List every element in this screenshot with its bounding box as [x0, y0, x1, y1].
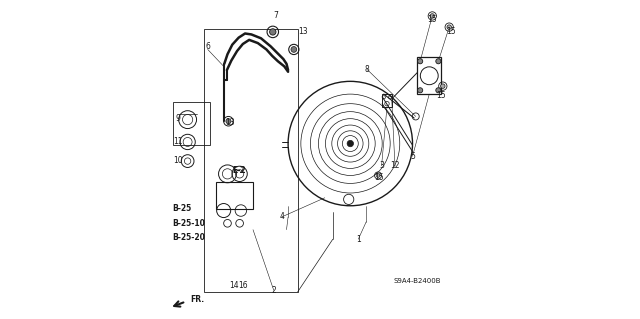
Text: 6: 6 [205, 42, 210, 51]
Text: 7: 7 [273, 11, 278, 20]
Text: 12: 12 [390, 161, 400, 170]
Text: 15: 15 [446, 27, 456, 36]
Text: 4: 4 [279, 212, 284, 221]
Text: E-2: E-2 [232, 166, 244, 175]
Bar [204, 29, 298, 292]
Text: S9A4-B2400B: S9A4-B2400B [394, 278, 441, 284]
Text: 1: 1 [356, 235, 361, 244]
Text: 14: 14 [230, 281, 239, 290]
Text: 10: 10 [173, 156, 182, 165]
Circle shape [436, 59, 441, 64]
Text: 15: 15 [436, 91, 445, 100]
Text: B-25-10: B-25-10 [173, 219, 205, 228]
Text: 16: 16 [238, 281, 248, 290]
Circle shape [418, 59, 422, 64]
Circle shape [418, 88, 422, 93]
Text: 15: 15 [374, 173, 384, 182]
Text: B-25-20: B-25-20 [173, 233, 205, 242]
Text: 13: 13 [299, 27, 308, 36]
Text: 11: 11 [173, 137, 182, 146]
Circle shape [436, 88, 441, 93]
Circle shape [447, 25, 451, 29]
Bar [382, 94, 392, 107]
Text: 13: 13 [225, 118, 235, 127]
Text: 2: 2 [271, 286, 276, 295]
Bar [216, 182, 253, 209]
Circle shape [269, 29, 276, 35]
Text: 8: 8 [365, 65, 369, 74]
Circle shape [440, 84, 445, 88]
Text: 15: 15 [427, 15, 436, 24]
Circle shape [291, 47, 297, 52]
Circle shape [430, 14, 435, 18]
Text: 5: 5 [410, 152, 415, 161]
Circle shape [376, 174, 380, 177]
Bar [173, 102, 210, 145]
Text: 3: 3 [379, 161, 384, 170]
Bar [417, 57, 441, 94]
Text: B-25: B-25 [173, 204, 192, 213]
Text: E-2: E-2 [232, 166, 246, 175]
Text: FR.: FR. [190, 295, 204, 304]
Circle shape [347, 140, 353, 147]
Circle shape [226, 119, 231, 124]
Text: 9: 9 [175, 115, 180, 123]
